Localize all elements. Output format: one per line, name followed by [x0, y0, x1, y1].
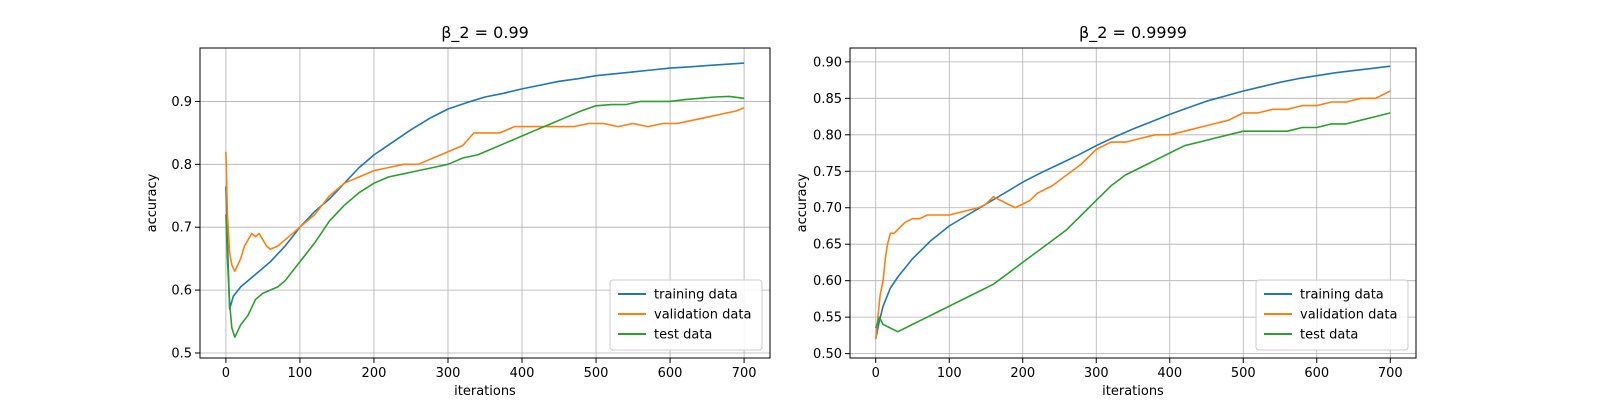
legend-label: test data [1300, 328, 1358, 343]
series-line-training-data [225, 62, 745, 310]
x-tick-label: 700 [732, 366, 757, 381]
y-tick-label: 0.7 [171, 221, 192, 236]
series-line-training-data [874, 65, 1391, 340]
chart-panel-1: 0 100 200 300 400 500 600 700 0.5 0.6 0.7 0.8 0.9 β_2… [145, 23, 771, 399]
chart-title: β_2 = 0.9999 [1079, 23, 1187, 43]
y-tick-label: 0.5 [171, 346, 192, 361]
x-axis-label: iterations [454, 384, 516, 399]
y-tick-label: 0.60 [813, 274, 842, 289]
x-tick-label: 500 [1231, 366, 1256, 381]
legend-label: validation data [654, 308, 751, 323]
x-tick-label: 200 [362, 366, 387, 381]
y-tick-label: 0.55 [813, 311, 842, 326]
legend: training data validation data test data [609, 279, 763, 351]
x-tick-label: 500 [584, 366, 609, 381]
y-tick-label: 0.75 [813, 165, 842, 180]
y-tick-label: 0.50 [813, 347, 842, 362]
x-tick-label: 100 [937, 366, 962, 381]
x-tick-label: 700 [1378, 366, 1403, 381]
y-tick-label: 0.90 [813, 55, 842, 70]
legend-box [1255, 279, 1409, 351]
legend-label: training data [654, 288, 738, 303]
x-tick-label: 300 [1084, 366, 1109, 381]
x-tick-label: 600 [658, 366, 683, 381]
x-axis-label: iterations [1102, 384, 1164, 399]
x-tick-label: 300 [436, 366, 461, 381]
y-tick-label: 0.6 [171, 284, 192, 299]
axes-frame [849, 47, 1417, 359]
series-line-test-data [225, 95, 745, 339]
y-tick-label: 0.80 [813, 128, 842, 143]
legend-box [609, 279, 763, 351]
axes-frame [199, 47, 771, 359]
x-tick-label: 100 [288, 366, 313, 381]
x-tick-label: 0 [872, 366, 880, 381]
y-axis-label: accuracy [145, 173, 160, 232]
x-tick-label: 0 [222, 366, 230, 381]
y-tick-label: 0.65 [813, 238, 842, 253]
x-tick-label: 400 [1157, 366, 1182, 381]
series-line-test-data [874, 112, 1391, 333]
y-axis-label: accuracy [795, 173, 810, 232]
chart-title: β_2 = 0.99 [441, 23, 529, 43]
x-tick-label: 400 [510, 366, 535, 381]
series-line-validation-data [225, 106, 745, 273]
x-tick-label: 200 [1010, 366, 1035, 381]
legend-label: training data [1300, 288, 1384, 303]
y-tick-label: 0.85 [813, 92, 842, 107]
legend-label: validation data [1300, 308, 1397, 323]
y-tick-label: 0.9 [171, 95, 192, 110]
legend: training data validation data test data [1255, 279, 1409, 351]
legend-label: test data [654, 328, 712, 343]
x-tick-label: 600 [1304, 366, 1329, 381]
chart-panel-2: 0 100 200 300 400 500 600 700 0.50 0.55 0.60 0.65 0.… [795, 23, 1417, 399]
series-line-validation-data [874, 90, 1391, 340]
y-tick-label: 0.8 [171, 158, 192, 173]
y-tick-label: 0.70 [813, 201, 842, 216]
